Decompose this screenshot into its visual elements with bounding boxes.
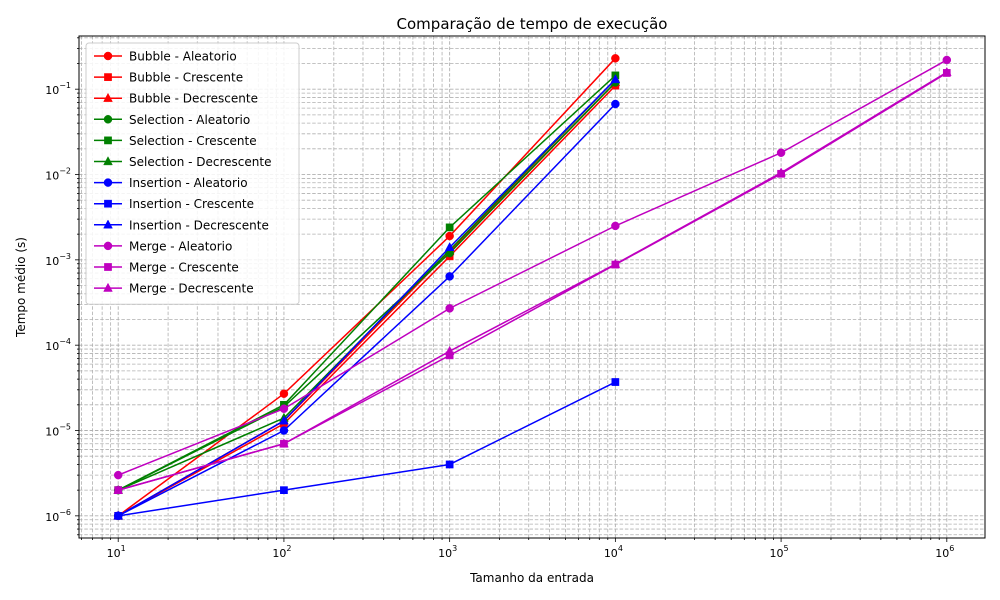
data-point: [279, 415, 289, 425]
y-tick-label: 10−3: [45, 252, 71, 268]
legend-marker: [104, 263, 112, 271]
legend-item: Selection - Crescente: [94, 134, 257, 148]
x-tick-label: 103: [438, 544, 457, 560]
x-tick-label: 105: [770, 544, 789, 560]
legend-marker: [103, 219, 113, 229]
chart-title: Comparação de tempo de execução: [397, 15, 668, 33]
data-point: [611, 54, 620, 63]
data-point: [444, 345, 455, 355]
series-layer: [113, 54, 952, 521]
legend-item: Bubble - Crescente: [94, 71, 243, 85]
series-9: [113, 55, 952, 480]
data-point: [279, 438, 289, 448]
legend-marker: [104, 73, 112, 81]
data-point: [445, 460, 454, 469]
series-11: [113, 66, 952, 494]
series-line: [117, 59, 948, 476]
y-tick-label: 10−4: [45, 337, 71, 353]
data-point: [611, 378, 620, 386]
series-line: [117, 78, 616, 517]
legend-item: Bubble - Decrescente: [94, 92, 258, 106]
data-point: [280, 486, 288, 495]
data-point: [776, 148, 786, 157]
x-tick-label: 102: [272, 544, 291, 560]
y-axis-label: Tempo médio (s): [14, 237, 28, 338]
data-point: [610, 258, 621, 268]
legend-marker: [103, 241, 113, 251]
legend-marker: [104, 136, 112, 145]
series-line: [117, 85, 616, 517]
y-tick-label: 10−6: [45, 508, 71, 524]
legend-label: Selection - Aleatorio: [129, 113, 250, 127]
legend-frame: [85, 42, 300, 305]
data-point: [279, 404, 289, 413]
legend-label: Bubble - Crescente: [129, 71, 243, 85]
ticks: 101 102 103 104 105 106 10−6 10−5 10−4 10−3 10−2 10…: [45, 37, 954, 560]
y-tick-label: 10−2: [45, 167, 71, 183]
legend-item: Selection - Decrescente: [94, 155, 271, 169]
legend-label: Merge - Aleatorio: [129, 239, 232, 253]
x-axis-label: Tamanho da entrada: [469, 571, 594, 585]
legend-marker: [103, 115, 113, 124]
data-point: [445, 272, 454, 281]
legend-label: Bubble - Aleatorio: [129, 50, 237, 64]
legend-label: Selection - Decrescente: [129, 155, 271, 169]
x-tick-label: 104: [604, 544, 623, 560]
legend: Bubble - Aleatorio Bubble - Crescente Bubb…: [85, 42, 300, 305]
legend-label: Insertion - Crescente: [129, 197, 254, 211]
legend-item: Merge - Aleatorio: [94, 239, 232, 253]
data-point: [942, 55, 952, 65]
legend-label: Bubble - Decrescente: [129, 92, 258, 106]
plot-area-frame: [78, 35, 986, 539]
y-tick-label: 10−1: [45, 81, 71, 97]
data-point: [611, 221, 620, 231]
series-line: [117, 103, 616, 517]
legend-marker: [104, 199, 112, 208]
data-point: [445, 223, 454, 232]
legend-label: Insertion - Aleatorio: [129, 176, 248, 190]
x-tick-label: 101: [107, 544, 126, 560]
series-line: [117, 74, 616, 491]
y-tick-label: 10−5: [45, 423, 71, 439]
data-point: [941, 66, 952, 76]
legend-label: Selection - Crescente: [129, 134, 257, 148]
grid: [79, 36, 985, 538]
legend-item: Insertion - Aleatorio: [94, 176, 248, 190]
legend-marker: [103, 178, 113, 187]
data-point: [611, 99, 620, 109]
x-tick-label: 106: [935, 544, 954, 560]
legend-item: Bubble - Aleatorio: [94, 50, 237, 64]
legend-marker: [103, 156, 113, 166]
data-point: [444, 242, 455, 252]
data-point: [279, 389, 289, 398]
legend-label: Insertion - Decrescente: [129, 218, 269, 232]
legend-marker: [103, 51, 113, 61]
series-line: [118, 381, 616, 517]
legend-item: Merge - Decrescente: [94, 282, 254, 296]
legend-marker: [103, 92, 113, 102]
data-point: [445, 304, 454, 313]
legend-label: Merge - Crescente: [129, 261, 239, 275]
legend-item: Insertion - Crescente: [94, 197, 254, 211]
data-point: [113, 484, 124, 494]
legend-label: Merge - Decrescente: [129, 282, 254, 296]
legend-item: Insertion - Decrescente: [94, 218, 269, 232]
series-line: [117, 71, 948, 491]
data-point: [776, 167, 786, 177]
data-point: [445, 231, 454, 241]
legend-item: Merge - Crescente: [94, 261, 239, 275]
legend-marker: [103, 282, 113, 292]
data-point: [279, 426, 289, 435]
legend-item: Selection - Aleatorio: [94, 113, 250, 127]
series-8: [113, 74, 621, 520]
data-point: [113, 470, 123, 480]
data-point: [610, 74, 621, 84]
series-line: [117, 81, 616, 491]
data-point: [113, 510, 124, 520]
